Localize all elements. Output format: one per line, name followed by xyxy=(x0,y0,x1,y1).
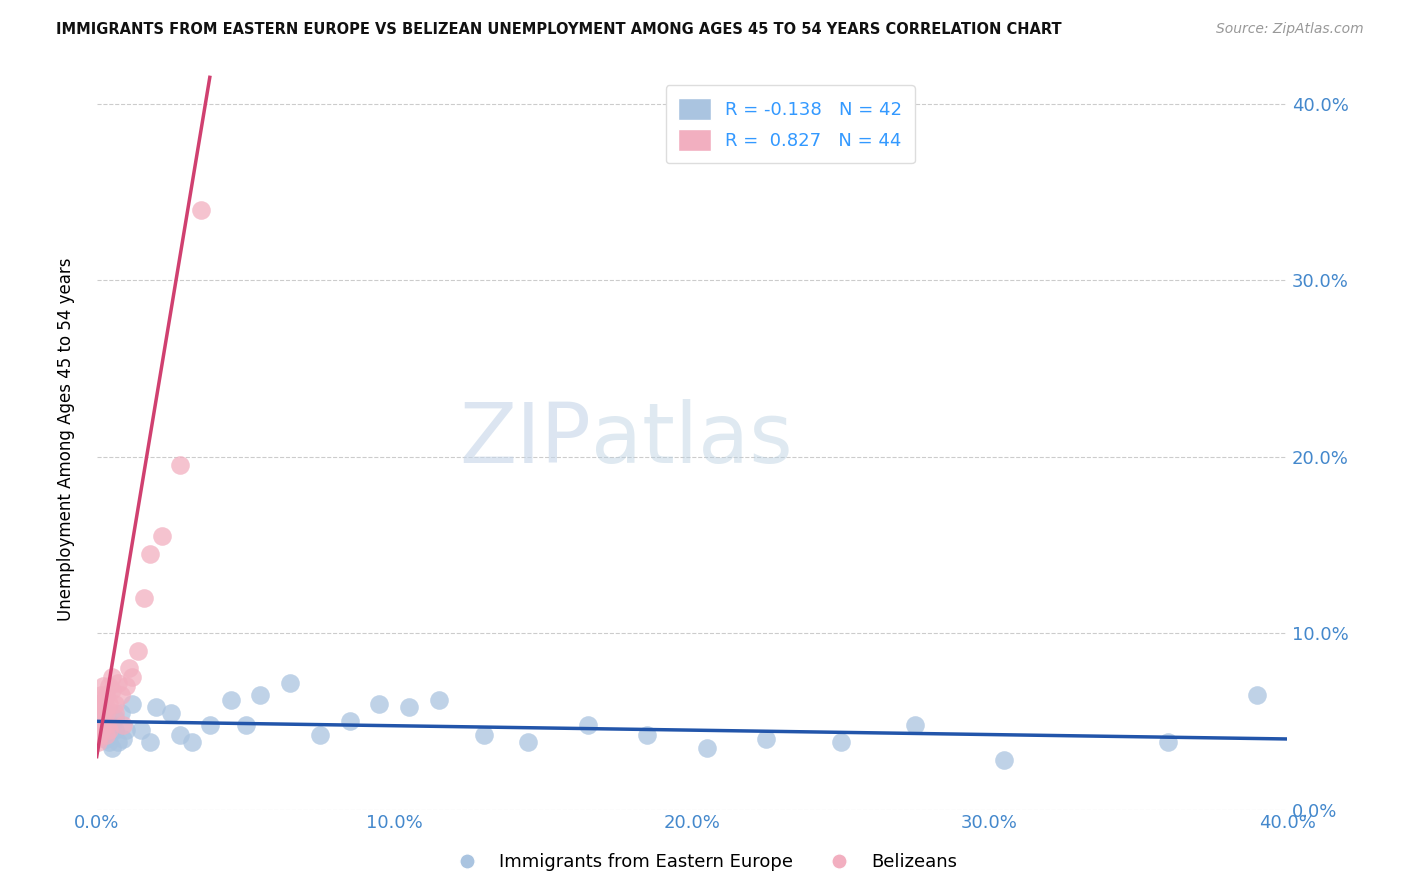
Point xyxy=(87,697,110,711)
Point xyxy=(121,697,143,711)
Point xyxy=(86,723,108,738)
Text: ZIP: ZIP xyxy=(458,399,591,480)
Point xyxy=(636,728,658,742)
Legend: R = -0.138   N = 42, R =  0.827   N = 44: R = -0.138 N = 42, R = 0.827 N = 44 xyxy=(666,85,915,163)
Point xyxy=(97,728,120,742)
Point xyxy=(87,735,110,749)
Point xyxy=(517,735,540,749)
Point xyxy=(235,718,257,732)
Point xyxy=(576,718,599,732)
Point xyxy=(89,728,111,742)
Point xyxy=(145,700,167,714)
Point xyxy=(103,706,125,720)
Point xyxy=(110,688,132,702)
Point xyxy=(91,714,114,729)
Point xyxy=(89,714,111,729)
Point xyxy=(904,718,927,732)
Point xyxy=(94,700,117,714)
Point xyxy=(98,723,121,738)
Point xyxy=(134,591,156,605)
Point xyxy=(112,718,135,732)
Point xyxy=(110,706,132,720)
Point xyxy=(219,693,242,707)
Point xyxy=(96,718,118,732)
Point xyxy=(91,718,114,732)
Point xyxy=(97,679,120,693)
Point xyxy=(278,675,301,690)
Point xyxy=(100,740,122,755)
Point xyxy=(91,706,114,720)
Point xyxy=(87,718,110,732)
Point xyxy=(131,723,153,738)
Point xyxy=(127,644,149,658)
Y-axis label: Unemployment Among Ages 45 to 54 years: Unemployment Among Ages 45 to 54 years xyxy=(58,257,75,621)
Point xyxy=(89,723,111,738)
Point xyxy=(93,693,115,707)
Point xyxy=(198,718,221,732)
Point xyxy=(190,202,212,217)
Point xyxy=(115,723,138,738)
Legend: Immigrants from Eastern Europe, Belizeans: Immigrants from Eastern Europe, Belizean… xyxy=(441,847,965,879)
Point xyxy=(90,718,112,732)
Point xyxy=(103,723,125,738)
Point xyxy=(87,728,110,742)
Point xyxy=(107,675,129,690)
Point xyxy=(94,731,117,746)
Point xyxy=(309,728,332,742)
Point xyxy=(696,740,718,755)
Text: Source: ZipAtlas.com: Source: ZipAtlas.com xyxy=(1216,22,1364,37)
Point xyxy=(830,735,852,749)
Point xyxy=(91,697,114,711)
Point xyxy=(398,700,420,714)
Point xyxy=(115,679,138,693)
Point xyxy=(107,735,129,749)
Point xyxy=(90,706,112,720)
Point xyxy=(139,735,162,749)
Point xyxy=(103,697,125,711)
Point xyxy=(993,753,1015,767)
Point xyxy=(181,735,204,749)
Point xyxy=(368,697,391,711)
Point xyxy=(121,670,143,684)
Point xyxy=(100,718,122,732)
Point xyxy=(96,706,118,720)
Point xyxy=(100,670,122,684)
Point xyxy=(112,731,135,746)
Point xyxy=(160,706,183,720)
Text: IMMIGRANTS FROM EASTERN EUROPE VS BELIZEAN UNEMPLOYMENT AMONG AGES 45 TO 54 YEAR: IMMIGRANTS FROM EASTERN EUROPE VS BELIZE… xyxy=(56,22,1062,37)
Point xyxy=(89,700,111,714)
Point xyxy=(339,714,361,729)
Point xyxy=(100,682,122,697)
Point xyxy=(139,547,162,561)
Point xyxy=(249,688,271,702)
Point xyxy=(94,688,117,702)
Point xyxy=(472,728,495,742)
Point xyxy=(90,688,112,702)
Point xyxy=(90,723,112,738)
Point xyxy=(97,735,120,749)
Point xyxy=(97,697,120,711)
Point xyxy=(1157,735,1180,749)
Point xyxy=(94,728,117,742)
Point xyxy=(91,679,114,693)
Point xyxy=(1246,688,1268,702)
Point xyxy=(118,661,141,675)
Point xyxy=(103,711,125,725)
Point xyxy=(87,706,110,720)
Point xyxy=(86,731,108,746)
Text: atlas: atlas xyxy=(591,399,793,480)
Point xyxy=(169,458,191,473)
Point xyxy=(89,711,111,725)
Point xyxy=(150,529,173,543)
Point xyxy=(427,693,450,707)
Point xyxy=(94,706,117,720)
Point xyxy=(755,731,778,746)
Point xyxy=(169,728,191,742)
